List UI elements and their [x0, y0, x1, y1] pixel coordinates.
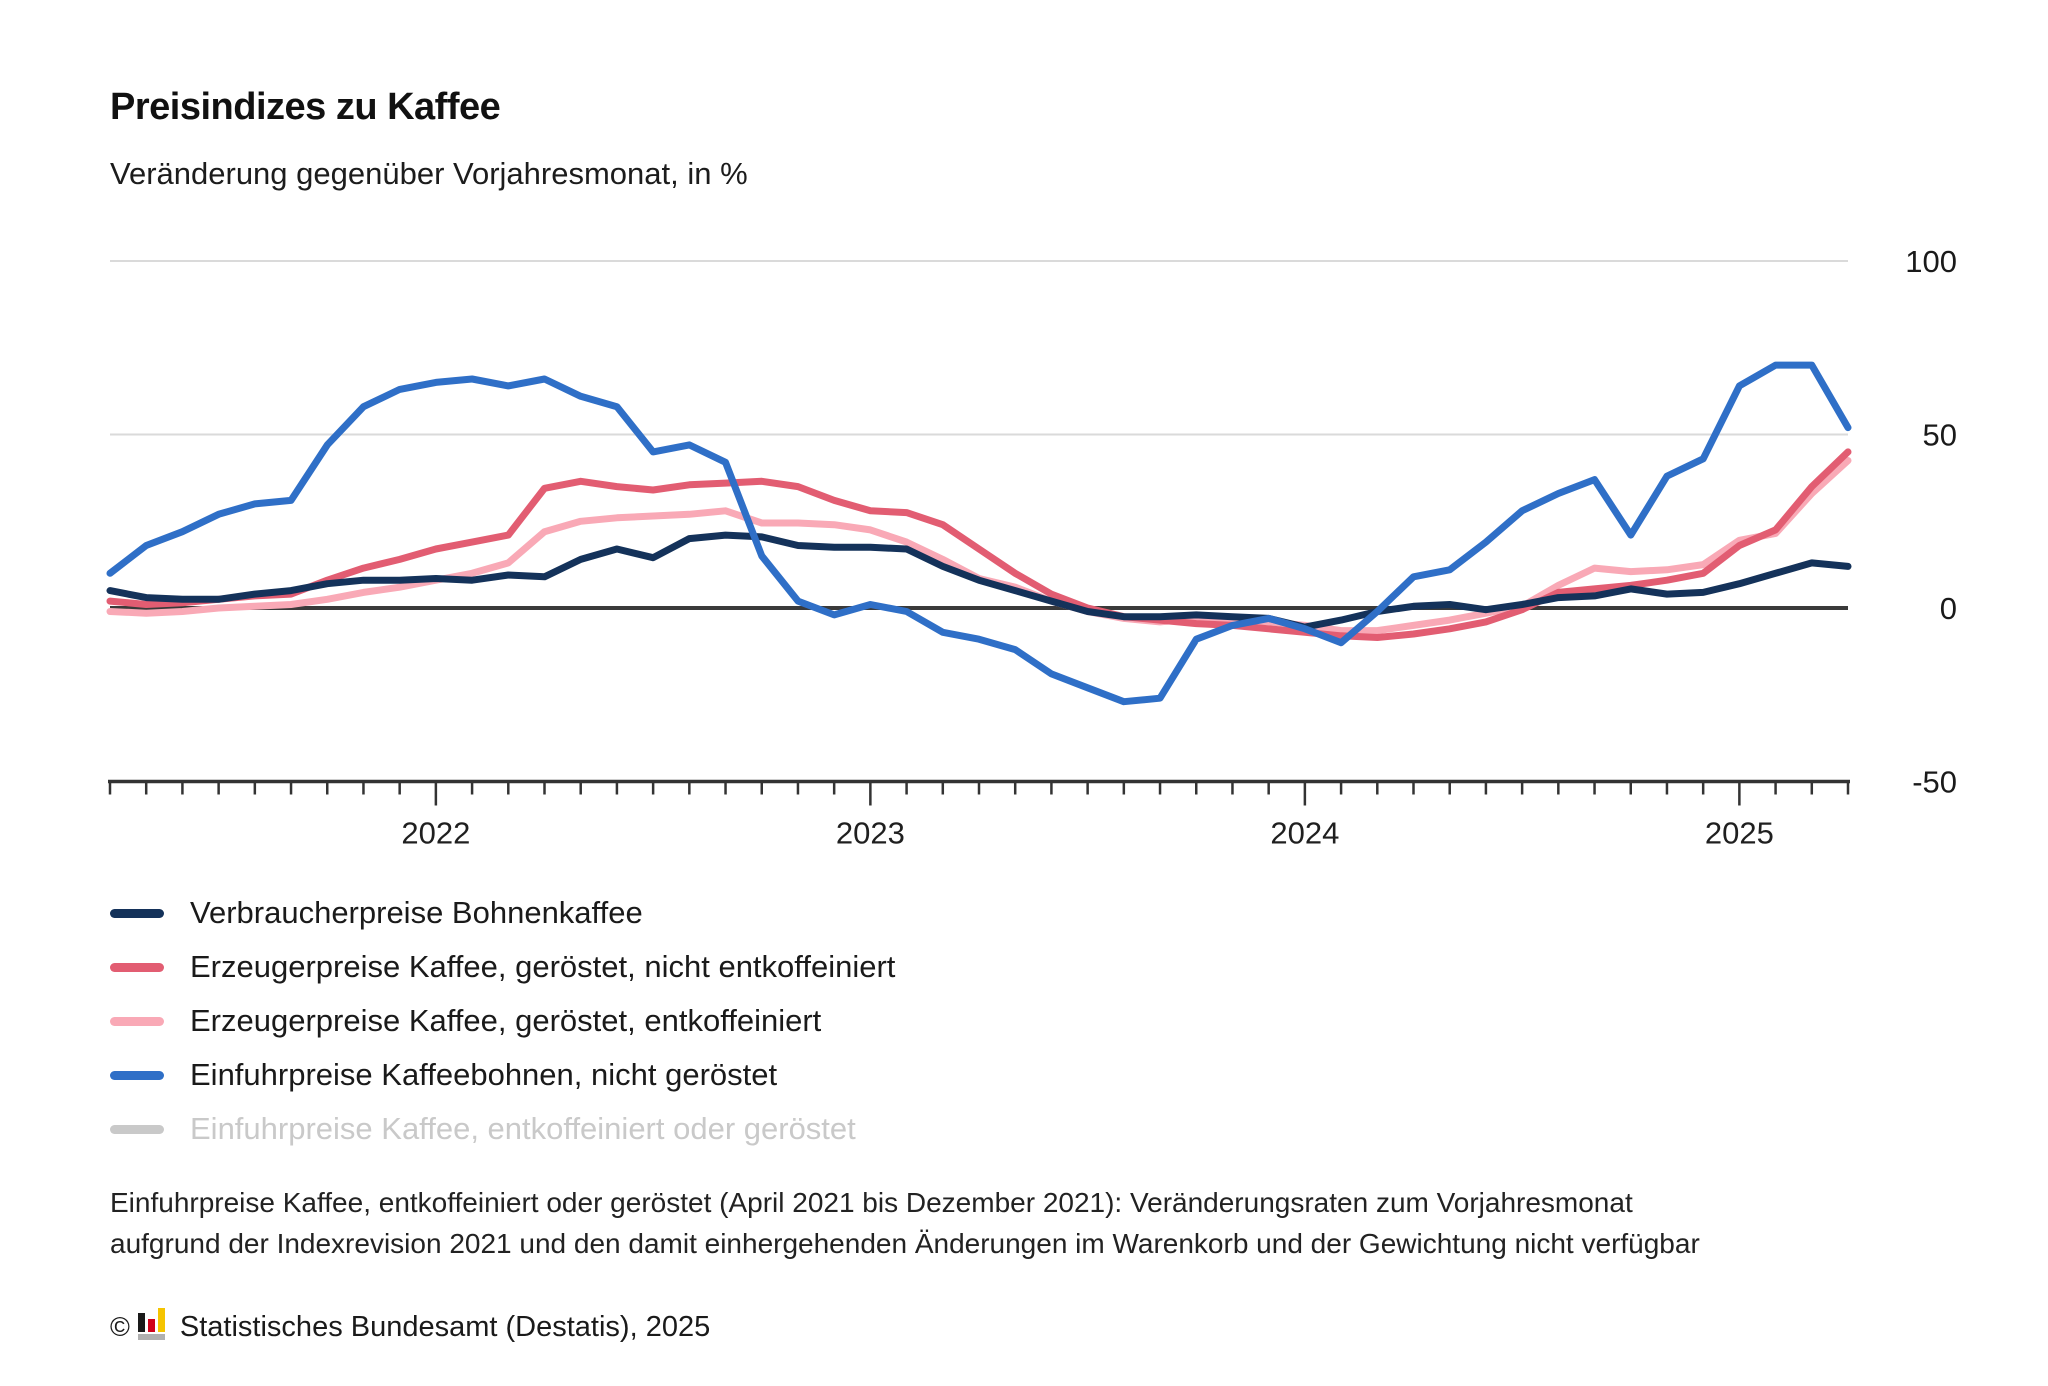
legend-item-einfuhrpreise-kaffeebohnen[interactable]: Einfuhrpreise Kaffeebohnen, nicht geröst…: [110, 1048, 895, 1102]
series-line-4: [106, 361, 1852, 706]
footnote-line-2: aufgrund der Indexrevision 2021 und den …: [110, 1228, 1700, 1259]
legend: Verbraucherpreise Bohnenkaffee Erzeugerp…: [110, 886, 895, 1156]
legend-label: Einfuhrpreise Kaffee, entkoffeiniert ode…: [190, 1111, 856, 1146]
chart-subtitle: Veränderung gegenüber Vorjahresmonat, in…: [110, 156, 748, 191]
series-line-1: [106, 531, 1852, 631]
y-axis-label--50: -50: [1912, 765, 1957, 800]
legend-label: Erzeugerpreise Kaffee, geröstet, nicht e…: [190, 949, 896, 984]
legend-item-einfuhrpreise-entkoffeiniert-disabled[interactable]: Einfuhrpreise Kaffee, entkoffeiniert ode…: [110, 1102, 895, 1156]
legend-label: Verbraucherpreise Bohnenkaffee: [190, 895, 643, 930]
series-line-2: [106, 448, 1852, 641]
footnote: Einfuhrpreise Kaffee, entkoffeiniert ode…: [110, 1182, 1970, 1264]
x-axis-label-2024: 2024: [1270, 816, 1339, 851]
y-axis-label-50: 50: [1923, 418, 1957, 453]
line-chart: 2022 2023 2024 2025 100 50 0 -50: [106, 244, 1957, 851]
legend-swatch-gray: [110, 1124, 164, 1134]
legend-item-erzeugerpreise-entkoffeiniert[interactable]: Erzeugerpreise Kaffee, geröstet, entkoff…: [110, 994, 895, 1048]
legend-swatch-pink: [110, 1016, 164, 1026]
destatis-logo-icon: [137, 1306, 168, 1348]
y-axis-label-0: 0: [1940, 591, 1957, 626]
page-title: Preisindizes zu Kaffee: [110, 86, 501, 128]
x-axis-label-2023: 2023: [836, 816, 905, 851]
legend-label: Erzeugerpreise Kaffee, geröstet, entkoff…: [190, 1003, 822, 1038]
legend-item-erzeugerpreise-nicht-entkoffeiniert[interactable]: Erzeugerpreise Kaffee, geröstet, nicht e…: [110, 940, 895, 994]
copyright-line: © Statistisches Bundesamt (Destatis), 20…: [110, 1306, 710, 1348]
copyright-text: Statistisches Bundesamt (Destatis), 2025: [179, 1310, 711, 1343]
legend-swatch-red: [110, 962, 164, 972]
legend-label: Einfuhrpreise Kaffeebohnen, nicht geröst…: [190, 1057, 778, 1092]
x-axis-label-2022: 2022: [401, 816, 470, 851]
legend-swatch-blue: [110, 1070, 164, 1080]
footnote-line-1: Einfuhrpreise Kaffee, entkoffeiniert ode…: [110, 1187, 1633, 1218]
legend-item-verbraucherpreise[interactable]: Verbraucherpreise Bohnenkaffee: [110, 886, 895, 940]
y-axis-label-100: 100: [1905, 244, 1957, 279]
x-axis-label-2025: 2025: [1705, 816, 1774, 851]
legend-swatch-navy: [110, 908, 164, 918]
copyright-symbol: ©: [110, 1311, 130, 1342]
